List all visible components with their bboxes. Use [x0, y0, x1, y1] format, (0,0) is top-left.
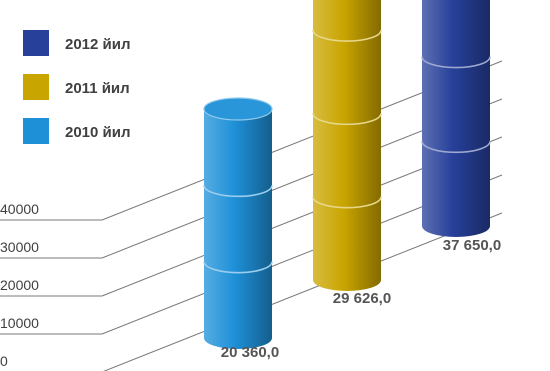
- legend-entry-label: 2011 йил: [65, 80, 130, 97]
- cylinder-body: [422, 0, 490, 237]
- cylinder-ring: [421, 56, 491, 69]
- cylinder-ring: [203, 261, 273, 274]
- legend-swatch: [23, 118, 49, 144]
- cylinder-bar: [312, 0, 382, 291]
- legend-entry-label: 2010 йил: [65, 124, 131, 141]
- legend-entry-label: 2012 йил: [65, 36, 131, 53]
- data-label: 37 650,0: [443, 237, 501, 254]
- gridline: [103, 212, 503, 371]
- cylinder-ring: [312, 196, 382, 209]
- cylinder-ring: [203, 185, 273, 198]
- data-label: 29 626,0: [333, 290, 391, 307]
- cylinder-ring: [312, 29, 382, 42]
- cylinder-body: [313, 0, 381, 291]
- y-tick-label: 30000: [0, 239, 39, 255]
- cylinder-top: [203, 97, 273, 121]
- cylinder-bar: [421, 0, 491, 237]
- y-tick-label: 40000: [0, 201, 39, 217]
- y-tick-label: 10000: [0, 315, 39, 331]
- data-label: 20 360,0: [221, 344, 279, 361]
- legend-swatch: [23, 30, 49, 56]
- cylinder-bar: [203, 97, 273, 349]
- cylinder-ring: [312, 113, 382, 126]
- cylinder-ring: [421, 141, 491, 154]
- y-tick-label: 0: [0, 353, 8, 369]
- cylinder-body: [204, 108, 272, 349]
- y-tick-label: 20000: [0, 277, 39, 293]
- legend-swatch: [23, 74, 49, 100]
